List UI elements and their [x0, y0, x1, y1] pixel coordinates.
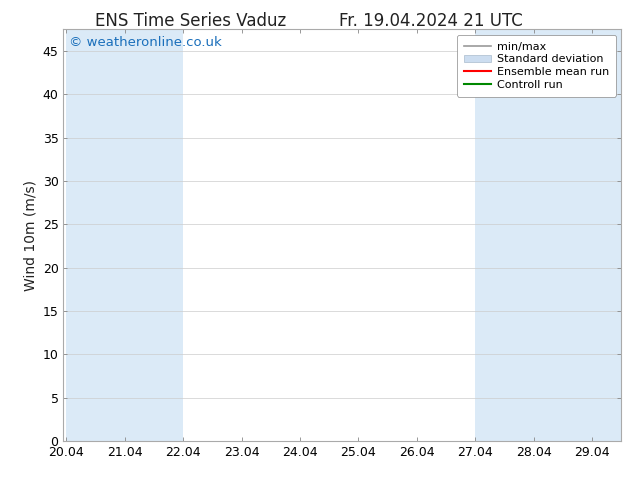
Bar [476, 29, 534, 441]
Bar [125, 29, 183, 441]
Text: ENS Time Series Vaduz: ENS Time Series Vaduz [94, 12, 286, 30]
Bar [67, 29, 125, 441]
Bar [534, 29, 592, 441]
Legend: min/max, Standard deviation, Ensemble mean run, Controll run: min/max, Standard deviation, Ensemble me… [457, 35, 616, 97]
Text: Fr. 19.04.2024 21 UTC: Fr. 19.04.2024 21 UTC [339, 12, 523, 30]
Bar [592, 29, 627, 441]
Y-axis label: Wind 10m (m/s): Wind 10m (m/s) [23, 180, 37, 291]
Text: © weatheronline.co.uk: © weatheronline.co.uk [69, 36, 222, 49]
